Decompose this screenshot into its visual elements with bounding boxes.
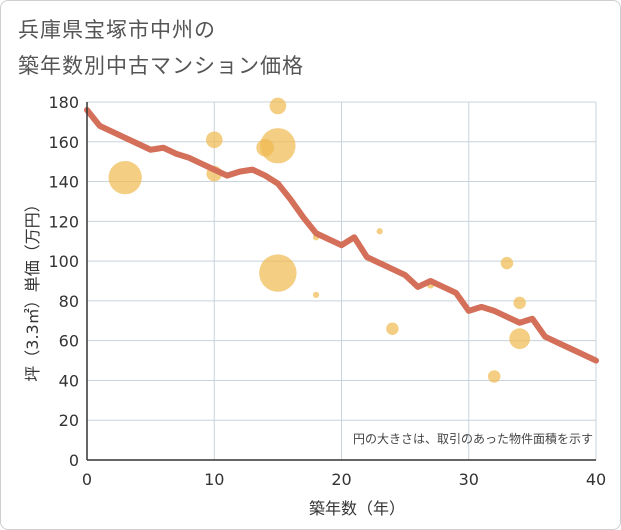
y-tick-label: 100 xyxy=(48,252,79,271)
data-bubble xyxy=(269,97,287,115)
y-tick-label: 140 xyxy=(48,173,79,192)
x-tick-label: 10 xyxy=(204,470,224,489)
chart-title-line2: 築年数別中古マンション価格 xyxy=(18,54,304,78)
x-tick-label: 40 xyxy=(586,470,606,489)
bubble-size-note: 円の大きさは、取引のあった物件面積を示す xyxy=(353,431,593,446)
y-axis-label: 坪（3.3㎡）単価（万円） xyxy=(23,196,42,381)
data-bubble xyxy=(386,322,399,335)
data-bubble xyxy=(259,254,297,292)
y-tick-label: 40 xyxy=(59,371,79,390)
tick-labels: 0 20 40 60 80 100 120 140 160 180 0 10 20 30 40 xyxy=(48,93,606,489)
x-tick-label: 30 xyxy=(459,470,479,489)
data-bubble xyxy=(260,128,296,164)
data-bubble xyxy=(376,228,383,235)
y-tick-label: 60 xyxy=(59,332,79,351)
y-tick-label: 160 xyxy=(48,133,79,152)
chart-title: 兵庫県宝塚市中州の 築年数別中古マンション価格 xyxy=(18,12,304,84)
price-trend-line xyxy=(84,106,599,364)
grid xyxy=(87,101,597,460)
data-bubble xyxy=(509,328,531,350)
x-axis-label: 築年数（年） xyxy=(309,499,405,518)
data-bubble xyxy=(108,160,142,195)
data-bubble xyxy=(312,291,320,299)
x-tick-label: 20 xyxy=(331,470,351,489)
y-tick-label: 20 xyxy=(59,411,79,430)
data-bubble xyxy=(500,256,514,270)
axes xyxy=(86,102,596,461)
y-tick-label: 0 xyxy=(69,451,79,470)
data-bubble xyxy=(513,296,526,310)
data-bubble xyxy=(487,370,501,383)
chart-title-line1: 兵庫県宝塚市中州の xyxy=(18,18,216,42)
y-tick-label: 120 xyxy=(48,212,79,231)
bubble-layer xyxy=(108,97,531,383)
y-tick-label: 180 xyxy=(48,93,79,112)
y-tick-label: 80 xyxy=(59,292,79,311)
data-bubble xyxy=(205,131,223,149)
x-tick-label: 0 xyxy=(82,470,92,489)
